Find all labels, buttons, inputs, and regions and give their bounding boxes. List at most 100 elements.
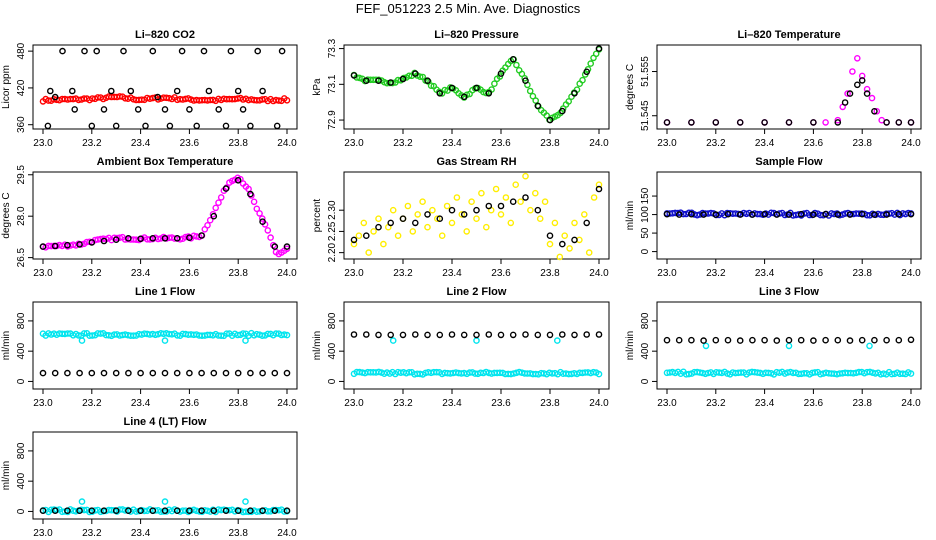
- x-tick-label: 23.6: [491, 398, 511, 409]
- data-point: [595, 370, 603, 378]
- series-layer: [350, 172, 603, 261]
- data-point: [161, 337, 169, 344]
- data-point: [399, 215, 407, 222]
- y-tick-label: 0: [640, 248, 651, 254]
- data-point: [863, 90, 871, 97]
- data-point: [100, 507, 108, 515]
- data-point: [271, 243, 279, 250]
- data-point: [93, 47, 100, 55]
- data-point: [283, 243, 291, 250]
- data-point: [205, 87, 213, 95]
- y-tick-label: 400: [640, 342, 651, 359]
- data-point: [834, 119, 842, 126]
- data-point: [88, 239, 96, 246]
- data-point: [473, 206, 480, 214]
- data-point: [350, 240, 358, 248]
- data-point: [811, 369, 819, 376]
- data-point: [51, 507, 59, 515]
- data-point: [571, 90, 578, 97]
- data-point: [473, 215, 480, 222]
- data-point: [907, 370, 915, 377]
- data-point: [485, 90, 493, 97]
- data-point: [186, 369, 193, 377]
- data-point: [247, 122, 254, 130]
- data-point: [571, 236, 578, 244]
- data-point: [215, 106, 222, 113]
- x-tick-label: 23.8: [228, 398, 248, 409]
- x-tick-label: 23.2: [393, 398, 413, 409]
- y-tick-label: 400: [16, 342, 27, 359]
- data-point: [88, 507, 96, 515]
- chart-title: Line 3 Flow: [759, 286, 819, 298]
- data-point: [283, 369, 291, 377]
- data-point: [64, 507, 71, 515]
- data-point: [566, 245, 573, 252]
- data-point: [675, 211, 683, 218]
- data-point: [275, 97, 283, 104]
- data-point: [387, 219, 395, 227]
- y-tick-label: 2.25: [327, 221, 338, 241]
- chart-panel: Gas Stream RH 23.0 23.2 23.4 23.6 23.8 24.0 2.2…: [312, 156, 610, 279]
- data-point: [39, 243, 47, 250]
- y-tick-label: 26.5: [16, 247, 27, 267]
- data-point: [283, 97, 291, 104]
- data-point: [849, 68, 856, 75]
- data-point: [137, 369, 144, 377]
- data-point: [590, 194, 598, 201]
- x-tick-label: 24.0: [901, 398, 921, 409]
- data-point: [846, 211, 854, 218]
- data-point: [492, 185, 500, 193]
- data-point: [810, 119, 817, 126]
- data-point: [206, 216, 214, 224]
- data-point: [161, 498, 169, 505]
- y-axis-label: percent: [312, 199, 323, 233]
- data-point: [509, 331, 517, 339]
- data-point: [463, 228, 471, 235]
- data-point: [436, 90, 444, 97]
- data-point: [362, 232, 370, 239]
- data-point: [234, 87, 242, 95]
- data-point: [186, 507, 193, 515]
- data-point: [350, 331, 358, 338]
- x-tick-label: 23.0: [33, 398, 53, 409]
- x-tick-label: 24.0: [901, 268, 921, 279]
- data-point: [497, 202, 505, 210]
- data-point: [846, 90, 854, 97]
- data-point: [360, 219, 368, 227]
- data-point: [414, 211, 422, 218]
- data-point: [178, 47, 186, 55]
- data-point: [64, 241, 71, 249]
- data-point: [554, 337, 561, 344]
- data-point: [736, 337, 744, 344]
- data-point: [51, 242, 59, 250]
- data-point: [280, 331, 288, 338]
- data-point: [64, 330, 71, 337]
- y-tick-label: 800: [16, 442, 27, 459]
- data-point: [149, 47, 157, 55]
- data-point: [712, 211, 720, 218]
- data-point: [186, 106, 193, 113]
- chart-panel: Sample Flow 23.0 23.2 23.4 23.6 23.8 24.0 0 50 10…: [625, 156, 922, 279]
- data-point: [871, 108, 878, 115]
- data-point: [541, 198, 549, 205]
- data-point: [429, 206, 436, 214]
- data-point: [259, 87, 266, 95]
- data-point: [283, 507, 291, 515]
- x-tick-label: 23.4: [442, 398, 462, 409]
- data-point: [267, 234, 274, 241]
- x-tick-label: 23.4: [755, 398, 775, 409]
- x-tick-label: 23.0: [344, 138, 364, 149]
- data-point: [242, 337, 249, 344]
- data-point: [69, 87, 76, 95]
- data-point: [583, 68, 591, 76]
- data-point: [173, 507, 181, 515]
- chart-title: Li–820 Temperature: [737, 29, 840, 41]
- chart-title: Li–820 CO2: [135, 29, 195, 41]
- y-tick-label: 0: [16, 508, 27, 514]
- data-point: [700, 337, 707, 344]
- y-tick-label: 100: [640, 206, 651, 223]
- y-tick-label: 800: [16, 312, 27, 329]
- x-tick-label: 24.0: [277, 268, 297, 279]
- data-point: [200, 47, 208, 55]
- series-layer: [39, 498, 291, 516]
